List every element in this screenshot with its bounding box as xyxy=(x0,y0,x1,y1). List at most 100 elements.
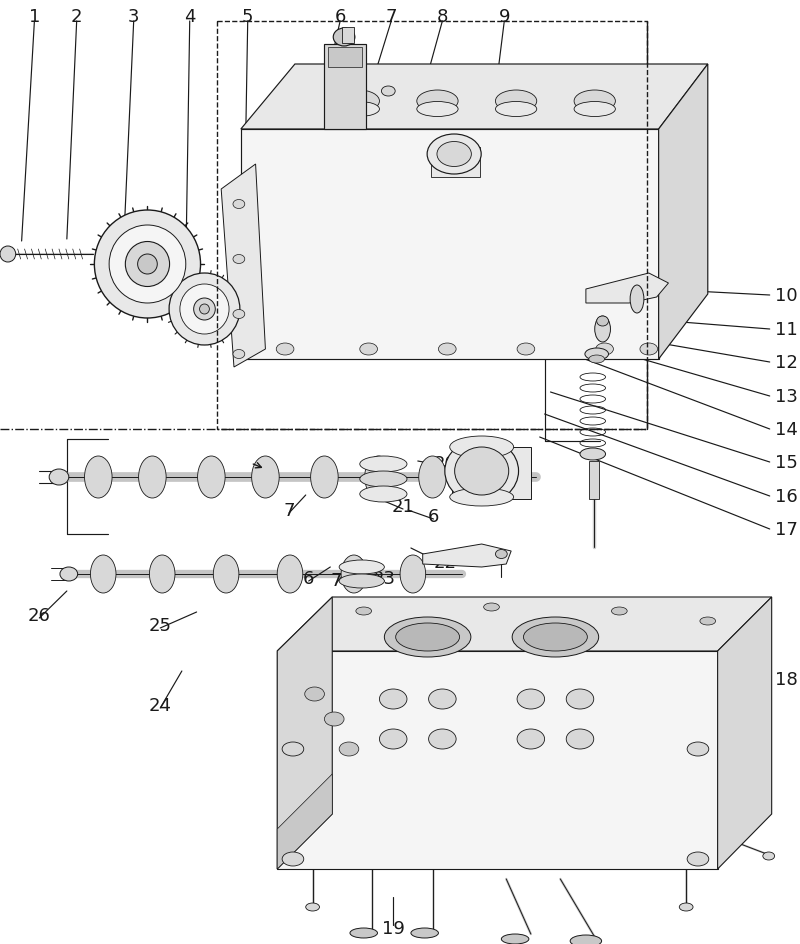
Polygon shape xyxy=(658,65,708,360)
Bar xyxy=(328,48,362,68)
Text: 6: 6 xyxy=(303,569,314,587)
Text: 19: 19 xyxy=(382,919,405,937)
Ellipse shape xyxy=(0,246,16,262)
Text: 6: 6 xyxy=(334,8,346,26)
Bar xyxy=(218,22,647,430)
Ellipse shape xyxy=(512,617,598,657)
Polygon shape xyxy=(278,774,332,869)
Ellipse shape xyxy=(611,607,627,615)
Ellipse shape xyxy=(517,689,545,709)
Text: 16: 16 xyxy=(774,487,798,505)
Ellipse shape xyxy=(495,91,537,113)
Ellipse shape xyxy=(338,102,379,117)
Ellipse shape xyxy=(198,457,225,498)
Text: 7: 7 xyxy=(283,501,294,519)
Text: 3: 3 xyxy=(128,8,139,26)
Text: 7: 7 xyxy=(330,571,342,589)
Polygon shape xyxy=(278,651,718,869)
Ellipse shape xyxy=(400,555,426,594)
Ellipse shape xyxy=(517,344,534,356)
Ellipse shape xyxy=(341,555,366,594)
Ellipse shape xyxy=(437,143,471,167)
Ellipse shape xyxy=(495,550,507,559)
Ellipse shape xyxy=(484,603,499,612)
Ellipse shape xyxy=(334,29,355,47)
Text: 21: 21 xyxy=(392,497,414,515)
Ellipse shape xyxy=(589,356,605,363)
Ellipse shape xyxy=(687,742,709,756)
Ellipse shape xyxy=(360,486,407,502)
Polygon shape xyxy=(278,598,332,869)
Ellipse shape xyxy=(233,311,245,319)
Text: 8: 8 xyxy=(437,8,448,26)
Ellipse shape xyxy=(580,448,606,461)
Ellipse shape xyxy=(566,689,594,709)
Ellipse shape xyxy=(194,298,215,321)
Ellipse shape xyxy=(276,344,294,356)
Ellipse shape xyxy=(282,742,304,756)
Text: 26: 26 xyxy=(28,606,50,624)
Ellipse shape xyxy=(417,102,458,117)
Ellipse shape xyxy=(339,574,384,588)
Ellipse shape xyxy=(138,255,158,275)
Ellipse shape xyxy=(597,316,609,327)
Ellipse shape xyxy=(574,102,615,117)
Text: 25: 25 xyxy=(149,616,172,634)
Bar xyxy=(325,45,366,130)
Ellipse shape xyxy=(418,457,446,498)
Text: 11: 11 xyxy=(774,321,798,339)
Text: 13: 13 xyxy=(774,388,798,406)
Ellipse shape xyxy=(687,852,709,866)
Text: 5: 5 xyxy=(242,8,254,26)
Polygon shape xyxy=(422,545,511,567)
Ellipse shape xyxy=(310,457,338,498)
Ellipse shape xyxy=(384,617,471,657)
Ellipse shape xyxy=(282,852,304,866)
Ellipse shape xyxy=(517,729,545,750)
Ellipse shape xyxy=(305,687,325,701)
Text: 12: 12 xyxy=(774,354,798,372)
Text: 4: 4 xyxy=(184,8,195,26)
Ellipse shape xyxy=(360,344,378,356)
Ellipse shape xyxy=(126,243,170,287)
Ellipse shape xyxy=(585,348,609,361)
Ellipse shape xyxy=(214,555,239,594)
Ellipse shape xyxy=(523,623,587,651)
Ellipse shape xyxy=(411,928,438,938)
Ellipse shape xyxy=(169,274,240,346)
Text: 15: 15 xyxy=(774,453,798,471)
Text: 14: 14 xyxy=(774,421,798,439)
Ellipse shape xyxy=(233,200,245,210)
Polygon shape xyxy=(718,598,772,869)
Ellipse shape xyxy=(109,226,186,304)
Text: 10: 10 xyxy=(774,287,798,305)
Ellipse shape xyxy=(763,852,774,860)
Ellipse shape xyxy=(382,87,395,97)
Ellipse shape xyxy=(339,561,384,574)
Ellipse shape xyxy=(429,729,456,750)
Text: 9: 9 xyxy=(498,8,510,26)
Text: 6: 6 xyxy=(428,508,439,526)
Ellipse shape xyxy=(180,285,229,334)
Ellipse shape xyxy=(306,903,319,911)
Ellipse shape xyxy=(252,457,279,498)
Ellipse shape xyxy=(339,742,359,756)
Ellipse shape xyxy=(502,934,529,944)
Ellipse shape xyxy=(325,712,344,726)
Ellipse shape xyxy=(233,255,245,264)
Text: 17: 17 xyxy=(774,520,798,538)
Ellipse shape xyxy=(640,344,658,356)
Ellipse shape xyxy=(417,91,458,113)
Ellipse shape xyxy=(574,91,615,113)
Text: 23: 23 xyxy=(373,569,396,587)
Ellipse shape xyxy=(630,286,644,313)
Ellipse shape xyxy=(454,447,509,496)
Polygon shape xyxy=(241,65,708,130)
Ellipse shape xyxy=(278,555,302,594)
Ellipse shape xyxy=(60,567,78,582)
Text: 18: 18 xyxy=(774,670,798,688)
Ellipse shape xyxy=(396,623,459,651)
Ellipse shape xyxy=(338,91,379,113)
Ellipse shape xyxy=(350,928,378,938)
Ellipse shape xyxy=(150,555,175,594)
